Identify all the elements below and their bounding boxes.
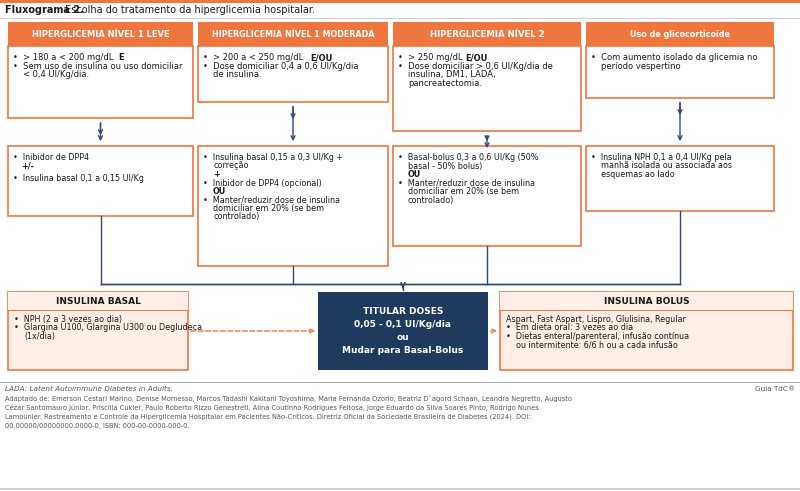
Text: •  Com aumento isolado da glicemia no: • Com aumento isolado da glicemia no: [591, 53, 758, 62]
Text: correção: correção: [213, 162, 249, 170]
Text: < 0,4 UI/Kg/dia.: < 0,4 UI/Kg/dia.: [23, 70, 89, 79]
Text: controlado): controlado): [213, 213, 259, 221]
Bar: [500, 292, 793, 310]
Bar: [393, 146, 581, 246]
Text: controlado): controlado): [408, 195, 454, 204]
Text: OU: OU: [408, 170, 422, 179]
Text: •  > 180 a < 200 mg/dL: • > 180 a < 200 mg/dL: [13, 53, 116, 62]
Text: •  Dose domiciliar 0,4 a 0,6 UI/Kg/dia: • Dose domiciliar 0,4 a 0,6 UI/Kg/dia: [203, 61, 358, 71]
Text: basal - 50% bolus): basal - 50% bolus): [408, 162, 482, 170]
Text: •  Sem uso de insulina ou uso domiciliar: • Sem uso de insulina ou uso domiciliar: [13, 61, 182, 71]
Text: manhã isolada ou associada aos: manhã isolada ou associada aos: [601, 162, 732, 170]
Text: Uso de glicocorticoide: Uso de glicocorticoide: [630, 29, 730, 38]
Bar: [0, 18, 800, 19]
Bar: [8, 146, 193, 216]
Text: HIPERGLICEMIA NÍVEL 1 LEVE: HIPERGLICEMIA NÍVEL 1 LEVE: [32, 29, 170, 38]
Text: •  Inibidor de DPP4: • Inibidor de DPP4: [13, 153, 89, 162]
Text: •  Dietas enteral/parenteral, infusão contínua: • Dietas enteral/parenteral, infusão con…: [506, 332, 689, 341]
Text: INSULINA BOLUS: INSULINA BOLUS: [604, 297, 690, 305]
Text: •  Insulina basal 0,1 a 0,15 UI/Kg: • Insulina basal 0,1 a 0,15 UI/Kg: [13, 174, 144, 183]
Bar: [198, 146, 388, 266]
Bar: [586, 146, 774, 211]
Text: •  Manter/reduzir dose de insulina: • Manter/reduzir dose de insulina: [398, 179, 535, 188]
Bar: [8, 22, 193, 46]
Text: E: E: [118, 53, 124, 62]
Text: •  Insulina basal 0,15 a 0,3 UI/Kg +: • Insulina basal 0,15 a 0,3 UI/Kg +: [203, 153, 343, 162]
Bar: [393, 22, 581, 46]
Text: Adaptado de: Emerson Cestari Marino, Denise Momesso, Marcos Tadashi Kakitani Toy: Adaptado de: Emerson Cestari Marino, Den…: [5, 395, 572, 429]
Text: esquemas ao lado: esquemas ao lado: [601, 170, 674, 179]
Text: E/OU: E/OU: [465, 53, 487, 62]
Bar: [198, 46, 388, 102]
Bar: [500, 292, 793, 370]
Text: Aspart, Fast Aspart, Lispro, Glulisina, Regular: Aspart, Fast Aspart, Lispro, Glulisina, …: [506, 315, 686, 324]
Text: (1x/dia): (1x/dia): [24, 332, 55, 341]
Text: •  Insulina NPH 0,1 a 0,4 UI/Kg pela: • Insulina NPH 0,1 a 0,4 UI/Kg pela: [591, 153, 732, 162]
Text: +: +: [213, 170, 220, 179]
Text: INSULINA BASAL: INSULINA BASAL: [55, 297, 141, 305]
Bar: [586, 22, 774, 46]
Bar: [198, 22, 388, 46]
Text: insulina, DM1, LADA,: insulina, DM1, LADA,: [408, 70, 496, 79]
Bar: [8, 310, 188, 311]
Text: •  Em dieta oral: 3 vezes ao dia: • Em dieta oral: 3 vezes ao dia: [506, 324, 633, 332]
Text: •  Inibidor de DPP4 (opcional): • Inibidor de DPP4 (opcional): [203, 179, 322, 188]
Bar: [8, 292, 188, 310]
Text: ou intermitente: 6/6 h ou a cada infusão: ou intermitente: 6/6 h ou a cada infusão: [516, 340, 678, 350]
Text: LADA: Latent Autoimmune Diabetes in Adults.: LADA: Latent Autoimmune Diabetes in Adul…: [5, 386, 173, 392]
Bar: [393, 46, 581, 131]
Text: HIPERGLICEMIA NÍVEL 1 MODERADA: HIPERGLICEMIA NÍVEL 1 MODERADA: [212, 29, 374, 38]
Text: Escolha do tratamento da hiperglicemia hospitalar.: Escolha do tratamento da hiperglicemia h…: [62, 5, 315, 15]
Bar: [318, 292, 488, 370]
Text: TITULAR DOSES
0,05 - 0,1 UI/Kg/dia
ou
Mudar para Basal-Bolus: TITULAR DOSES 0,05 - 0,1 UI/Kg/dia ou Mu…: [342, 307, 464, 355]
Text: período vespertino: período vespertino: [601, 61, 681, 71]
Bar: [500, 310, 793, 311]
Text: OU: OU: [213, 187, 226, 196]
Text: •  Glargina U100, Glargina U300 ou Degludeca: • Glargina U100, Glargina U300 ou Deglud…: [14, 324, 202, 332]
Text: E/OU: E/OU: [310, 53, 332, 62]
Text: +/-: +/-: [21, 162, 34, 170]
Bar: [8, 292, 188, 370]
Text: •  Dose domiciliar > 0,6 UI/Kg/dia de: • Dose domiciliar > 0,6 UI/Kg/dia de: [398, 61, 553, 71]
Bar: [0, 0, 800, 2]
Text: •  > 200 a < 250 mg/dL: • > 200 a < 250 mg/dL: [203, 53, 306, 62]
Bar: [586, 46, 774, 98]
Text: domiciliar em 20% (se bem: domiciliar em 20% (se bem: [213, 204, 324, 213]
Text: domiciliar em 20% (se bem: domiciliar em 20% (se bem: [408, 187, 519, 196]
Text: pancreatectomia.: pancreatectomia.: [408, 79, 482, 87]
Text: Guia TdC®: Guia TdC®: [755, 386, 795, 392]
Bar: [0, 488, 800, 490]
Text: Fluxograma 2.: Fluxograma 2.: [5, 5, 84, 15]
Bar: [8, 46, 193, 118]
Text: HIPERGLICEMIA NÍVEL 2: HIPERGLICEMIA NÍVEL 2: [430, 29, 544, 38]
Text: •  > 250 mg/dL: • > 250 mg/dL: [398, 53, 465, 62]
Text: de insulina.: de insulina.: [213, 70, 262, 79]
Text: •  Basal-bolus 0,3 a 0,6 UI/Kg (50%: • Basal-bolus 0,3 a 0,6 UI/Kg (50%: [398, 153, 538, 162]
Text: •  Manter/reduzir dose de insulina: • Manter/reduzir dose de insulina: [203, 195, 340, 204]
Text: •  NPH (2 a 3 vezes ao dia): • NPH (2 a 3 vezes ao dia): [14, 315, 122, 324]
